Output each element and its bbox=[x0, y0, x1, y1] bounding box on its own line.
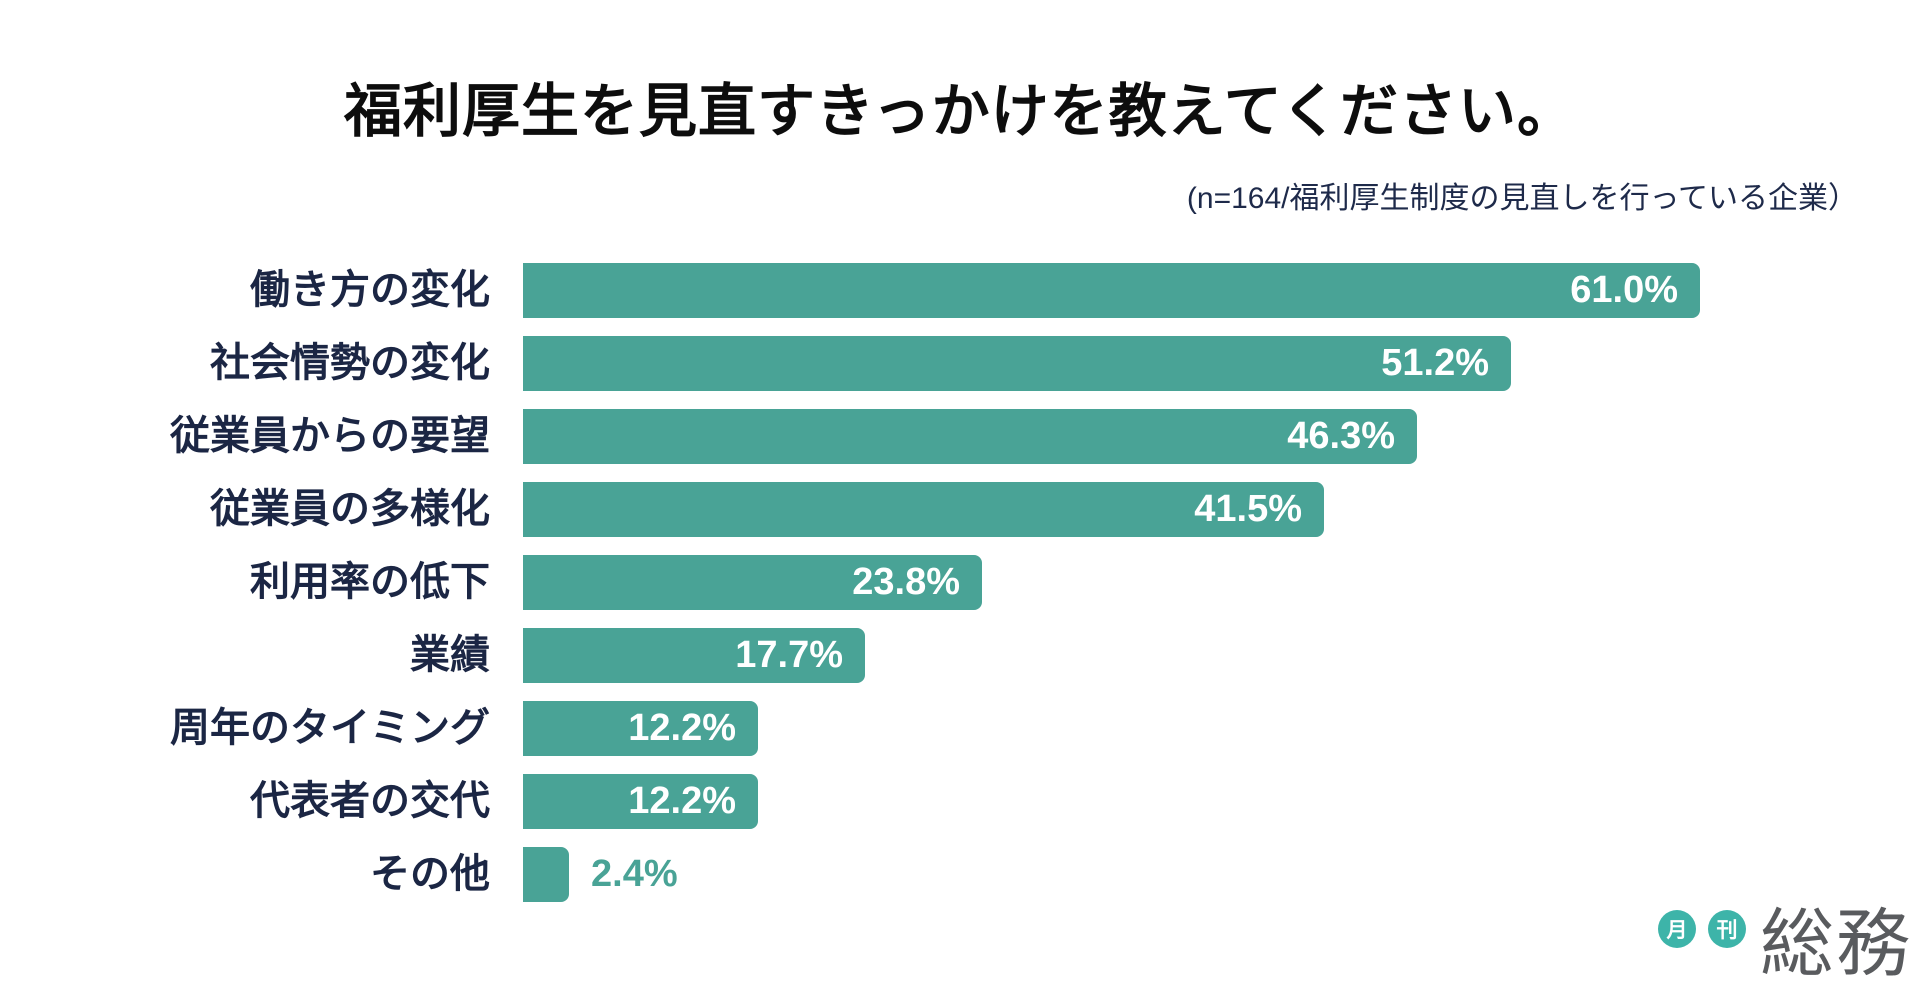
chart-row: 周年のタイミング 12.2% bbox=[0, 700, 1920, 756]
bar-track: 61.0% bbox=[523, 262, 1920, 318]
category-label: 社会情勢の変化 bbox=[210, 340, 490, 385]
category-label: 業績 bbox=[410, 632, 490, 677]
bar bbox=[523, 846, 569, 902]
value-label: 12.2% bbox=[628, 779, 736, 822]
category-label: 利用率の低下 bbox=[250, 559, 490, 604]
chart-row: 働き方の変化 61.0% bbox=[0, 262, 1920, 318]
chart-subtitle-sample-note: (n=164/福利厚生制度の見直しを行っている企業） bbox=[1186, 181, 1858, 215]
logo-badges: 月刊 bbox=[1658, 907, 1758, 948]
bar: 41.5% bbox=[523, 481, 1324, 537]
chart-row: 利用率の低下 23.8% bbox=[0, 554, 1920, 610]
value-label: 41.5% bbox=[1194, 487, 1302, 530]
bar: 46.3% bbox=[523, 408, 1417, 464]
logo-brand-text: 総務 bbox=[1760, 902, 1912, 985]
category-label: 働き方の変化 bbox=[250, 267, 490, 312]
bar-track: 41.5% bbox=[523, 481, 1920, 537]
value-label: 46.3% bbox=[1287, 414, 1395, 457]
value-label: 51.2% bbox=[1381, 341, 1489, 384]
bar: 12.2% bbox=[523, 700, 758, 756]
value-label: 17.7% bbox=[735, 633, 843, 676]
category-label: 代表者の交代 bbox=[250, 778, 490, 823]
bar: 51.2% bbox=[523, 335, 1511, 391]
chart-row: 従業員からの要望 46.3% bbox=[0, 408, 1920, 464]
logo-badge-circle: 月 bbox=[1658, 910, 1696, 948]
logo-badge-circle: 刊 bbox=[1708, 910, 1746, 948]
bar: 61.0% bbox=[523, 262, 1700, 318]
category-label: その他 bbox=[370, 851, 490, 896]
chart-title: 福利厚生を見直すきっかけを教えてください。 bbox=[343, 79, 1577, 144]
chart-row: 社会情勢の変化 51.2% bbox=[0, 335, 1920, 391]
chart-row: その他 2.4% bbox=[0, 846, 1920, 902]
bar: 23.8% bbox=[523, 554, 982, 610]
bar-track: 12.2% bbox=[523, 700, 1920, 756]
category-label: 周年のタイミング bbox=[170, 705, 490, 750]
bar-chart: 働き方の変化 61.0% 社会情勢の変化 51.2% 従業員からの要望 46.3% 従業員の… bbox=[0, 262, 1920, 902]
gekkan-soumu-logo: 月刊 総務 bbox=[1658, 907, 1912, 981]
bar-track: 46.3% bbox=[523, 408, 1920, 464]
chart-row: 代表者の交代 12.2% bbox=[0, 773, 1920, 829]
value-label: 2.4% bbox=[591, 852, 678, 895]
chart-row: 業績 17.7% bbox=[0, 627, 1920, 683]
chart-row: 従業員の多様化 41.5% bbox=[0, 481, 1920, 537]
category-label: 従業員からの要望 bbox=[170, 413, 490, 458]
bar-track: 17.7% bbox=[523, 627, 1920, 683]
value-label: 12.2% bbox=[628, 706, 736, 749]
bar: 12.2% bbox=[523, 773, 758, 829]
bar-track: 23.8% bbox=[523, 554, 1920, 610]
category-label: 従業員の多様化 bbox=[210, 486, 490, 531]
value-label: 61.0% bbox=[1570, 268, 1678, 311]
bar: 17.7% bbox=[523, 627, 865, 683]
bar-track: 51.2% bbox=[523, 335, 1920, 391]
bar-track: 12.2% bbox=[523, 773, 1920, 829]
value-label: 23.8% bbox=[852, 560, 960, 603]
bar-track: 2.4% bbox=[523, 846, 1920, 902]
